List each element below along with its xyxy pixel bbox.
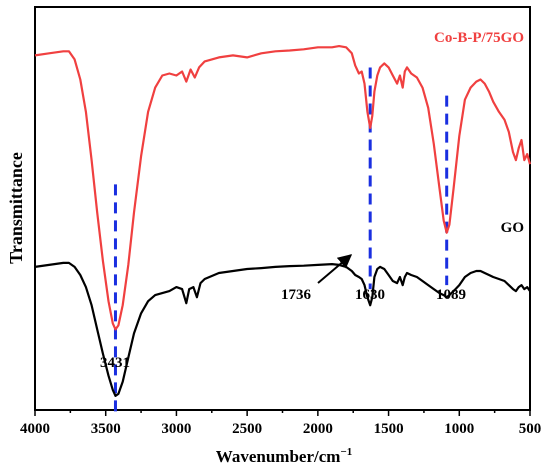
- series-label-go: GO: [501, 220, 524, 236]
- x-axis-title-superscript: −1: [340, 446, 352, 458]
- x-axis-title-text: Wavenumber/cm: [216, 447, 341, 466]
- x-tick-label-4000: 4000: [20, 421, 50, 437]
- x-tick-label-2500: 2500: [232, 421, 262, 437]
- series-label-co-b-p-75go: Co-B-P/75GO: [434, 30, 524, 46]
- annotation-arrow-1736: [317, 254, 353, 284]
- x-tick-label-3000: 3000: [161, 421, 191, 437]
- peak-label-3431: 3431: [100, 355, 130, 371]
- x-tick-label-1500: 1500: [374, 421, 404, 437]
- x-tick-label-1000: 1000: [444, 421, 474, 437]
- y-axis-title: Transmittance: [6, 152, 26, 264]
- dashed-marker-layer: [113, 67, 449, 419]
- series-line-go: [34, 261, 531, 397]
- plot-frame: [34, 6, 531, 411]
- x-tick-label-500: 500: [519, 421, 542, 437]
- series-layer: [34, 45, 532, 397]
- annotation-arrow-layer: [317, 254, 353, 284]
- x-tick-label-3500: 3500: [91, 421, 121, 437]
- x-axis-title: Wavenumber/cm−1: [216, 446, 352, 466]
- x-axis-ticks: 4000 3500 3000 2500 2000 1500 1000 500: [20, 410, 541, 437]
- peak-label-1089: 1089: [436, 287, 466, 303]
- x-tick-label-2000: 2000: [303, 421, 333, 437]
- peak-label-1630: 1630: [355, 287, 385, 303]
- series-line-co-b-p-75go: [34, 45, 532, 331]
- peak-label-1736: 1736: [281, 287, 312, 303]
